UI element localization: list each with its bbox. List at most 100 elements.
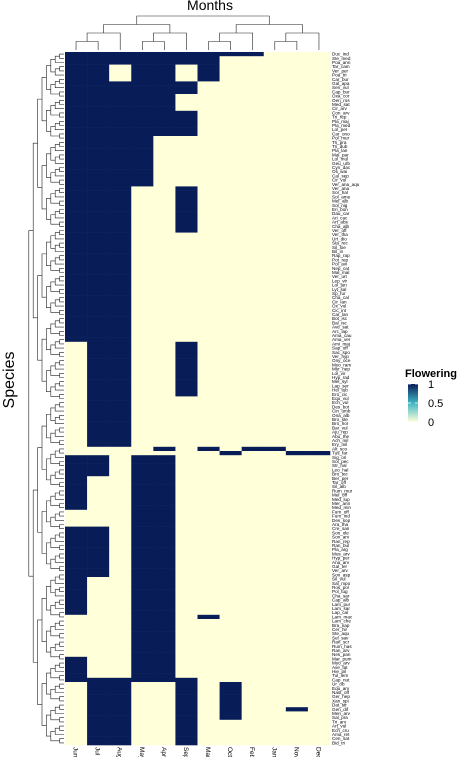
heatmap-cell: [87, 728, 110, 733]
heatmap-cell: [263, 459, 287, 464]
heatmap-cell: [285, 451, 309, 456]
heatmap-cell: [285, 98, 309, 103]
heatmap-cell: [87, 199, 110, 204]
heatmap-cell: [241, 669, 265, 674]
row-label: Bra_nap: [332, 623, 350, 628]
heatmap-cell: [131, 631, 154, 637]
heatmap-cell: [219, 375, 242, 380]
heatmap-cell: [65, 190, 88, 196]
heatmap-cell: [263, 572, 287, 578]
heatmap-cell: [175, 644, 198, 649]
heatmap-cell: [109, 463, 132, 469]
heatmap-cell: [65, 68, 88, 74]
heatmap-cell: [65, 623, 88, 628]
heatmap-cell: [285, 320, 309, 326]
heatmap-cell: [131, 413, 154, 418]
heatmap-cell: [175, 572, 198, 578]
heatmap-cell: [65, 245, 88, 250]
heatmap-cell: [285, 400, 309, 406]
heatmap-cell: [219, 644, 242, 649]
heatmap-cell: [197, 421, 220, 427]
heatmap-cell: [241, 173, 265, 179]
heatmap-cell: [285, 488, 309, 494]
heatmap-cell: [197, 640, 220, 645]
heatmap-cell: [285, 325, 309, 330]
heatmap-cell: [87, 694, 110, 700]
row-label: Oxa_cor: [332, 94, 350, 99]
x-tick-label: Mar: [204, 747, 211, 757]
heatmap-cell: [285, 291, 309, 296]
heatmap-cell: [87, 81, 110, 86]
heatmap-cell: [219, 127, 242, 133]
heatmap-cell: [131, 623, 154, 628]
heatmap-cell: [197, 413, 220, 418]
heatmap-cell: [131, 182, 154, 187]
heatmap-cell: [285, 610, 309, 616]
heatmap-cell: [153, 224, 176, 229]
heatmap-cell: [87, 257, 110, 263]
heatmap-cell: [285, 560, 309, 565]
heatmap-cell: [263, 367, 287, 372]
heatmap-cell: [263, 421, 287, 427]
heatmap-cell: [197, 602, 220, 607]
heatmap-cell: [307, 593, 331, 599]
heatmap-cell: [109, 127, 132, 133]
heatmap-cell: [219, 152, 242, 158]
dendrogram-branch: [59, 532, 64, 538]
heatmap-cell: [131, 278, 154, 284]
heatmap-cell: [131, 724, 154, 729]
heatmap-cell: [87, 350, 110, 355]
row-label: Arc_lap: [332, 329, 348, 334]
row-label: Tri_dub: [332, 144, 348, 149]
heatmap-cell: [131, 94, 154, 99]
row-label: Ama_ret: [332, 732, 350, 737]
heatmap-cell: [109, 740, 132, 746]
heatmap-cell: [87, 278, 110, 284]
heatmap-cell: [65, 304, 88, 309]
heatmap-cell: [109, 89, 132, 95]
heatmap-cell: [175, 253, 198, 259]
heatmap-cell: [285, 182, 309, 187]
dendrogram-branch: [59, 330, 64, 336]
heatmap-cell: [241, 661, 265, 666]
heatmap-cell: [263, 157, 287, 162]
heatmap-cell: [153, 354, 176, 359]
heatmap-cell: [285, 241, 309, 246]
heatmap-cell: [65, 396, 88, 401]
row-label: Ver_ana_aqu: [332, 182, 360, 187]
heatmap-cell: [219, 409, 242, 414]
heatmap-cell: [241, 190, 265, 196]
heatmap-cell: [153, 266, 176, 271]
heatmap-cell: [153, 350, 176, 355]
dendrogram-branch: [59, 91, 64, 97]
heatmap-cell: [197, 526, 220, 532]
heatmap-cell: [241, 484, 265, 490]
heatmap-cell: [87, 362, 110, 368]
heatmap-cell: [153, 451, 176, 456]
heatmap-cell: [307, 136, 331, 141]
heatmap-cell: [109, 610, 132, 616]
heatmap-cell: [131, 77, 154, 82]
heatmap-cell: [197, 598, 220, 603]
heatmap-cell: [263, 346, 287, 351]
heatmap-cell: [241, 308, 265, 313]
row-label: Pot_rep: [332, 257, 349, 262]
heatmap-cell: [109, 245, 132, 250]
heatmap-cell: [241, 329, 265, 334]
heatmap-cell: [175, 715, 198, 721]
heatmap-cell: [109, 505, 132, 511]
heatmap-cell: [153, 304, 176, 309]
heatmap-cell: [109, 459, 132, 464]
heatmap-cell: [285, 501, 309, 506]
heatmap-cell: [263, 89, 287, 95]
heatmap-cell: [109, 547, 132, 553]
heatmap-cell: [109, 312, 132, 317]
heatmap-cell: [307, 577, 331, 582]
heatmap-cell: [153, 455, 176, 460]
heatmap-cell: [109, 169, 132, 175]
heatmap-cell: [285, 472, 309, 477]
heatmap-cell: [87, 543, 110, 548]
heatmap-cell: [65, 169, 88, 175]
dendrogram-branch: [46, 413, 51, 439]
heatmap-cell: [175, 522, 198, 527]
